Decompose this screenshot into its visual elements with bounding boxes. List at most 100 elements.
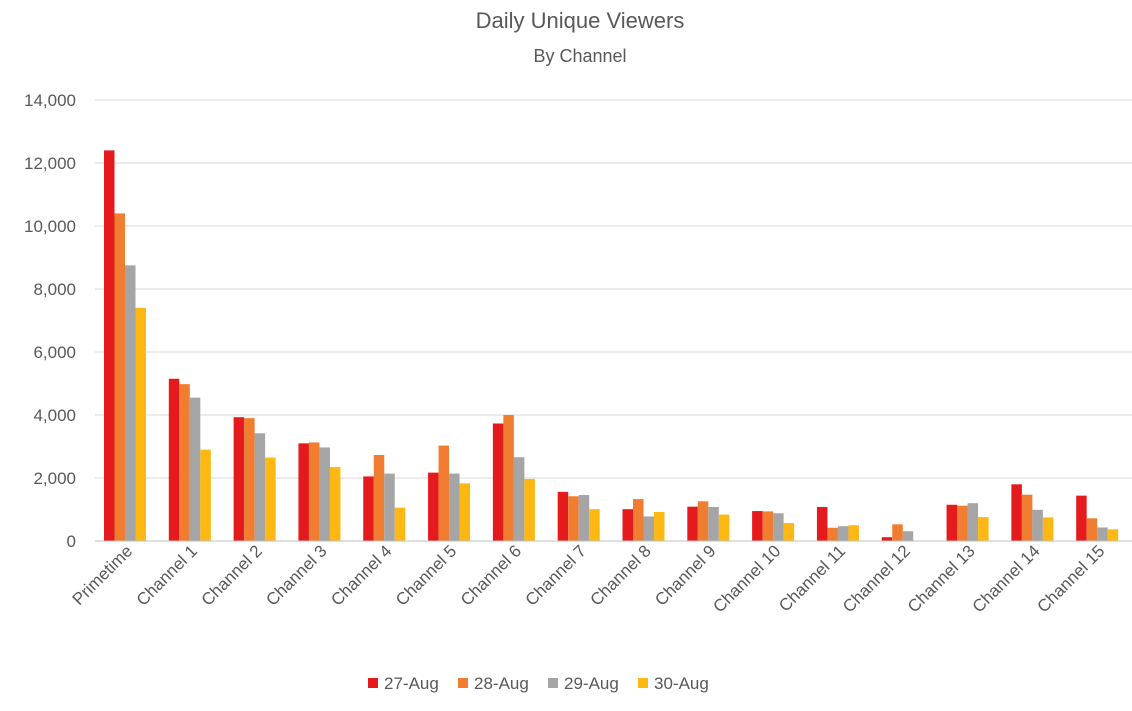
bar: [633, 499, 644, 541]
bar: [200, 449, 211, 541]
bars: [104, 150, 1119, 541]
bar: [428, 472, 439, 541]
bar: [524, 478, 535, 541]
bar: [438, 445, 450, 541]
x-tick-label: Channel 8: [586, 541, 654, 609]
y-tick-label: 2,000: [33, 469, 76, 488]
bar: [978, 517, 989, 541]
bar: [1042, 517, 1054, 541]
bar: [319, 447, 330, 541]
legend-swatch: [548, 678, 558, 688]
legend-swatch: [368, 678, 378, 688]
bar: [298, 443, 309, 541]
bar: [1011, 484, 1022, 541]
bar: [568, 496, 579, 541]
bar: [783, 523, 795, 541]
bar: [503, 415, 514, 541]
legend-label: 29-Aug: [564, 674, 619, 693]
bar: [902, 531, 914, 541]
bar: [654, 512, 665, 541]
y-tick-label: 4,000: [33, 406, 76, 425]
bar: [513, 457, 525, 541]
x-tick-label: Channel 2: [198, 541, 266, 609]
bar: [816, 506, 828, 541]
bar: [1021, 494, 1033, 541]
x-tick-label: Channel 6: [457, 541, 525, 609]
bar: [837, 526, 849, 541]
legend-swatch: [458, 678, 468, 688]
x-tick-label: Channel 10: [709, 541, 784, 616]
x-tick-label: Channel 12: [839, 541, 914, 616]
bar: [967, 503, 979, 541]
bar: [265, 457, 276, 541]
bar: [848, 525, 859, 541]
bar: [114, 213, 125, 541]
bar: [687, 506, 698, 541]
x-tick-label: Channel 9: [651, 541, 719, 609]
bar: [373, 455, 385, 541]
x-tick-label: Channel 5: [392, 541, 460, 609]
bar: [881, 537, 893, 541]
grid-lines: [95, 99, 1132, 479]
bar: [589, 509, 600, 541]
bar: [946, 504, 958, 541]
bar: [308, 442, 320, 541]
legend-label: 28-Aug: [474, 674, 529, 693]
bar: [244, 418, 255, 541]
bar: [104, 150, 115, 541]
bar: [578, 495, 590, 541]
bar: [179, 384, 190, 541]
x-tick-label: Channel 14: [969, 541, 1044, 616]
bar: [492, 423, 504, 541]
y-axis-tick-labels: 0 2,000 4,000 6,000 8,000 10,000 12,000 14,000: [24, 91, 76, 551]
bar: [189, 397, 201, 541]
y-tick-label: 6,000: [33, 343, 76, 362]
bar: [622, 509, 633, 541]
bar: [363, 476, 374, 541]
y-tick-label: 0: [67, 532, 76, 551]
x-tick-label: Channel 15: [1033, 541, 1108, 616]
y-tick-label: 14,000: [24, 91, 76, 110]
x-tick-label: Channel 1: [133, 541, 201, 609]
bar: [1076, 495, 1087, 541]
legend: 27-Aug 28-Aug 29-Aug 30-Aug: [368, 674, 709, 693]
legend-label: 30-Aug: [654, 674, 709, 693]
bar: [1107, 529, 1119, 541]
bar: [254, 433, 266, 541]
bar: [752, 511, 763, 541]
bar: [892, 524, 903, 541]
bar: [708, 506, 719, 541]
bar: [718, 514, 730, 541]
bar: [233, 417, 245, 541]
bar: [459, 483, 471, 541]
bar: [643, 516, 654, 541]
bar: [125, 265, 136, 541]
bar: [384, 473, 395, 541]
bar: [394, 507, 406, 541]
x-tick-label: Primetime: [69, 541, 137, 609]
bar: [449, 473, 460, 541]
x-tick-label: Channel 13: [904, 541, 979, 616]
y-tick-label: 10,000: [24, 217, 76, 236]
bar: [773, 513, 784, 541]
x-tick-label: Channel 3: [262, 541, 330, 609]
bar: [697, 501, 709, 541]
y-tick-label: 12,000: [24, 154, 76, 173]
bar: [1097, 527, 1108, 541]
legend-label: 27-Aug: [384, 674, 439, 693]
bar: [762, 511, 774, 541]
bar: [557, 491, 569, 541]
bar: [827, 527, 838, 541]
bar: [329, 466, 341, 541]
y-tick-label: 8,000: [33, 280, 76, 299]
bar: [957, 505, 968, 541]
bar: [1032, 509, 1043, 541]
x-tick-label: Channel 4: [327, 541, 395, 609]
chart-subtitle: By Channel: [533, 46, 626, 66]
chart-title: Daily Unique Viewers: [476, 8, 685, 33]
x-tick-label: Channel 11: [775, 541, 849, 615]
bar: [168, 378, 180, 541]
